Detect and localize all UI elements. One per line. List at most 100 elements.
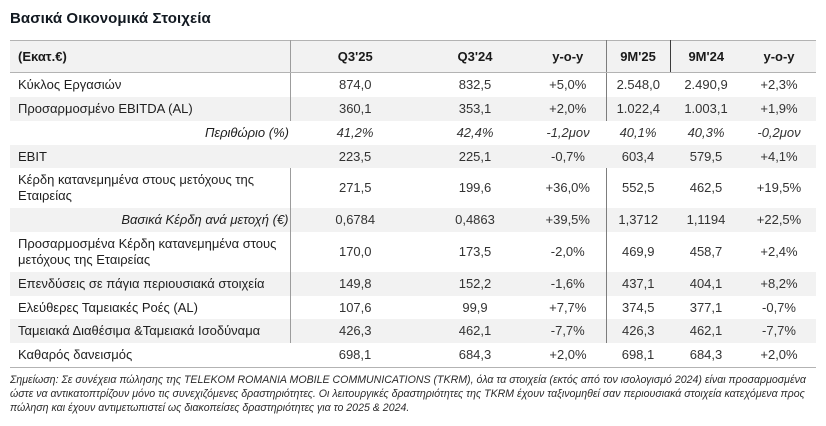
table-header-row: (Εκατ.€) Q3'25 Q3'24 y-o-y 9M'25 9M'24 y… xyxy=(10,40,816,73)
value-cell: 40,3% xyxy=(687,124,725,140)
column-header-yoy-9m: y-o-y xyxy=(742,40,816,73)
value-cell: 149,8 xyxy=(338,275,372,291)
table-row: Επενδύσεις σε πάγια περιουσιακά στοιχεία… xyxy=(10,271,816,296)
value-cell: +39,5% xyxy=(530,208,607,233)
value-cell: +2,4% xyxy=(760,243,798,259)
value-cell: 40,1% xyxy=(619,124,657,140)
row-label: Περιθώριο (%) xyxy=(204,124,289,140)
value-cell: 462,1 xyxy=(458,323,492,339)
value-cell: +5,0% xyxy=(530,72,607,97)
value-cell: -1,2μον xyxy=(546,124,590,140)
value-cell: 225,1 xyxy=(458,148,492,164)
value-cell: 437,1 xyxy=(621,275,655,291)
value-cell: -0,2μον xyxy=(757,124,801,140)
value-cell: 377,1 xyxy=(689,299,723,315)
column-header-q3-25: Q3'25 xyxy=(290,40,420,73)
value-cell: -7,7% xyxy=(762,323,796,339)
row-label: Προσαρμοσμένα Κέρδη κατανεμημένα στους μ… xyxy=(10,232,291,272)
value-cell: +2,3% xyxy=(760,77,798,92)
value-cell: 1,3712 xyxy=(618,212,659,228)
value-cell: 426,3 xyxy=(338,323,372,339)
value-cell: 42,4% xyxy=(456,124,494,140)
value-cell: 0,4863 xyxy=(455,212,495,228)
row-label: Επενδύσεις σε πάγια περιουσιακά στοιχεία xyxy=(10,271,291,296)
value-cell: +7,7% xyxy=(530,295,607,320)
value-cell: 271,5 xyxy=(338,180,372,196)
column-header-9m-25: 9M'25 xyxy=(606,40,671,73)
value-cell: 2.548,0 xyxy=(616,77,660,92)
column-header-q3-24: Q3'24 xyxy=(420,40,530,73)
value-cell: -7,7% xyxy=(530,319,607,344)
value-cell: +1,9% xyxy=(760,100,798,116)
value-cell: +2,0% xyxy=(530,96,607,121)
table-row: Περιθώριο (%) 41,2% 42,4% -1,2μον 40,1% 40,3%… xyxy=(10,121,816,145)
value-cell: 170,0 xyxy=(338,243,372,259)
table-row: EBIT 223,5 225,1 -0,7% 603,4 579,5 +4,1% xyxy=(10,144,816,169)
value-cell: 552,5 xyxy=(621,180,655,196)
value-cell: 2.490,9 xyxy=(684,77,728,92)
column-header-9m-24: 9M'24 xyxy=(670,40,742,73)
value-cell: 469,9 xyxy=(621,243,655,259)
value-cell: 41,2% xyxy=(336,124,374,140)
value-cell: 353,1 xyxy=(458,100,492,116)
value-cell: 199,6 xyxy=(458,180,492,196)
row-label: Κύκλος Εργασιών xyxy=(10,72,291,97)
table-row: Καθαρός δανεισμός 698,1 684,3 +2,0% 698,1 684… xyxy=(10,343,816,367)
value-cell: -2,0% xyxy=(530,232,607,272)
value-cell: 1,1194 xyxy=(686,212,726,228)
table-body: Κύκλος Εργασιών 874,0 832,5 +5,0% 2.548,0 2.4… xyxy=(10,72,816,368)
footnote: Σημείωση: Σε συνέχεια πώλησης της TELEKO… xyxy=(10,374,806,415)
value-cell: 603,4 xyxy=(621,148,655,164)
value-cell: -0,7% xyxy=(762,299,796,315)
value-cell: 579,5 xyxy=(689,148,723,164)
page-title: Βασικά Οικονομικά Στοιχεία xyxy=(10,10,211,27)
value-cell: +2,0% xyxy=(760,347,798,363)
table-row: Κέρδη κατανεμημένα στους μετόχους της Ετ… xyxy=(10,168,816,209)
value-cell: +36,0% xyxy=(530,168,607,209)
row-label: Ελεύθερες Ταμειακές Ροές (AL) xyxy=(10,295,291,320)
value-cell: +22,5% xyxy=(756,212,802,228)
value-cell: 462,1 xyxy=(689,323,723,339)
value-cell: 173,5 xyxy=(458,243,492,259)
table-row: Ταμειακά Διαθέσιμα &Ταμειακά Ισοδύναμα 42… xyxy=(10,319,816,344)
value-cell: +4,1% xyxy=(760,148,798,164)
column-header-yoy-quarter: y-o-y xyxy=(530,40,607,73)
value-cell: -1,6% xyxy=(530,271,607,296)
value-cell: 832,5 xyxy=(458,77,492,92)
value-cell: 360,1 xyxy=(338,100,372,116)
row-label: Κέρδη κατανεμημένα στους μετόχους της Ετ… xyxy=(10,168,291,209)
row-label: Προσαρμοσμένο EBITDA (AL) xyxy=(10,96,291,121)
table-row: Κύκλος Εργασιών 874,0 832,5 +5,0% 2.548,0 2.4… xyxy=(10,72,816,97)
value-cell: 404,1 xyxy=(689,275,723,291)
value-cell: 1.003,1 xyxy=(684,100,728,116)
financial-table: (Εκατ.€) Q3'25 Q3'24 y-o-y 9M'25 9M'24 y… xyxy=(10,40,816,369)
value-cell: 462,5 xyxy=(689,180,723,196)
value-cell: 107,6 xyxy=(338,299,372,315)
table-row: Προσαρμοσμένα Κέρδη κατανεμημένα στους μ… xyxy=(10,232,816,272)
value-cell: 1.022,4 xyxy=(616,100,660,116)
value-cell: 223,5 xyxy=(338,148,372,164)
value-cell: 426,3 xyxy=(621,323,655,339)
value-cell: 374,5 xyxy=(621,299,655,315)
table-row: Προσαρμοσμένο EBITDA (AL) 360,1 353,1 +2,0%… xyxy=(10,96,816,121)
value-cell: 684,3 xyxy=(458,347,492,363)
row-label: EBIT xyxy=(18,148,47,164)
value-cell: -0,7% xyxy=(551,148,585,164)
value-cell: 99,9 xyxy=(462,299,488,315)
value-cell: 458,7 xyxy=(689,243,723,259)
value-cell: 684,3 xyxy=(689,347,723,363)
value-cell: +8,2% xyxy=(760,275,798,291)
report-section: Βασικά Οικονομικά Στοιχεία (Εκατ.€) Q3'2… xyxy=(10,10,816,415)
row-label: Βασικά Κέρδη ανά μετοχή (€) xyxy=(10,208,291,233)
row-label: Ταμειακά Διαθέσιμα &Ταμειακά Ισοδύναμα xyxy=(10,319,291,344)
value-cell: 874,0 xyxy=(338,77,372,92)
row-label: Καθαρός δανεισμός xyxy=(18,347,133,363)
value-cell: 698,1 xyxy=(621,347,655,363)
table-row: Ελεύθερες Ταμειακές Ροές (AL) 107,6 99,9 +7… xyxy=(10,295,816,320)
column-header-unit: (Εκατ.€) xyxy=(10,40,291,73)
value-cell: +2,0% xyxy=(549,347,587,363)
value-cell: +19,5% xyxy=(756,180,802,196)
value-cell: 698,1 xyxy=(338,347,372,363)
value-cell: 152,2 xyxy=(458,275,492,291)
value-cell: 0,6784 xyxy=(335,212,376,228)
